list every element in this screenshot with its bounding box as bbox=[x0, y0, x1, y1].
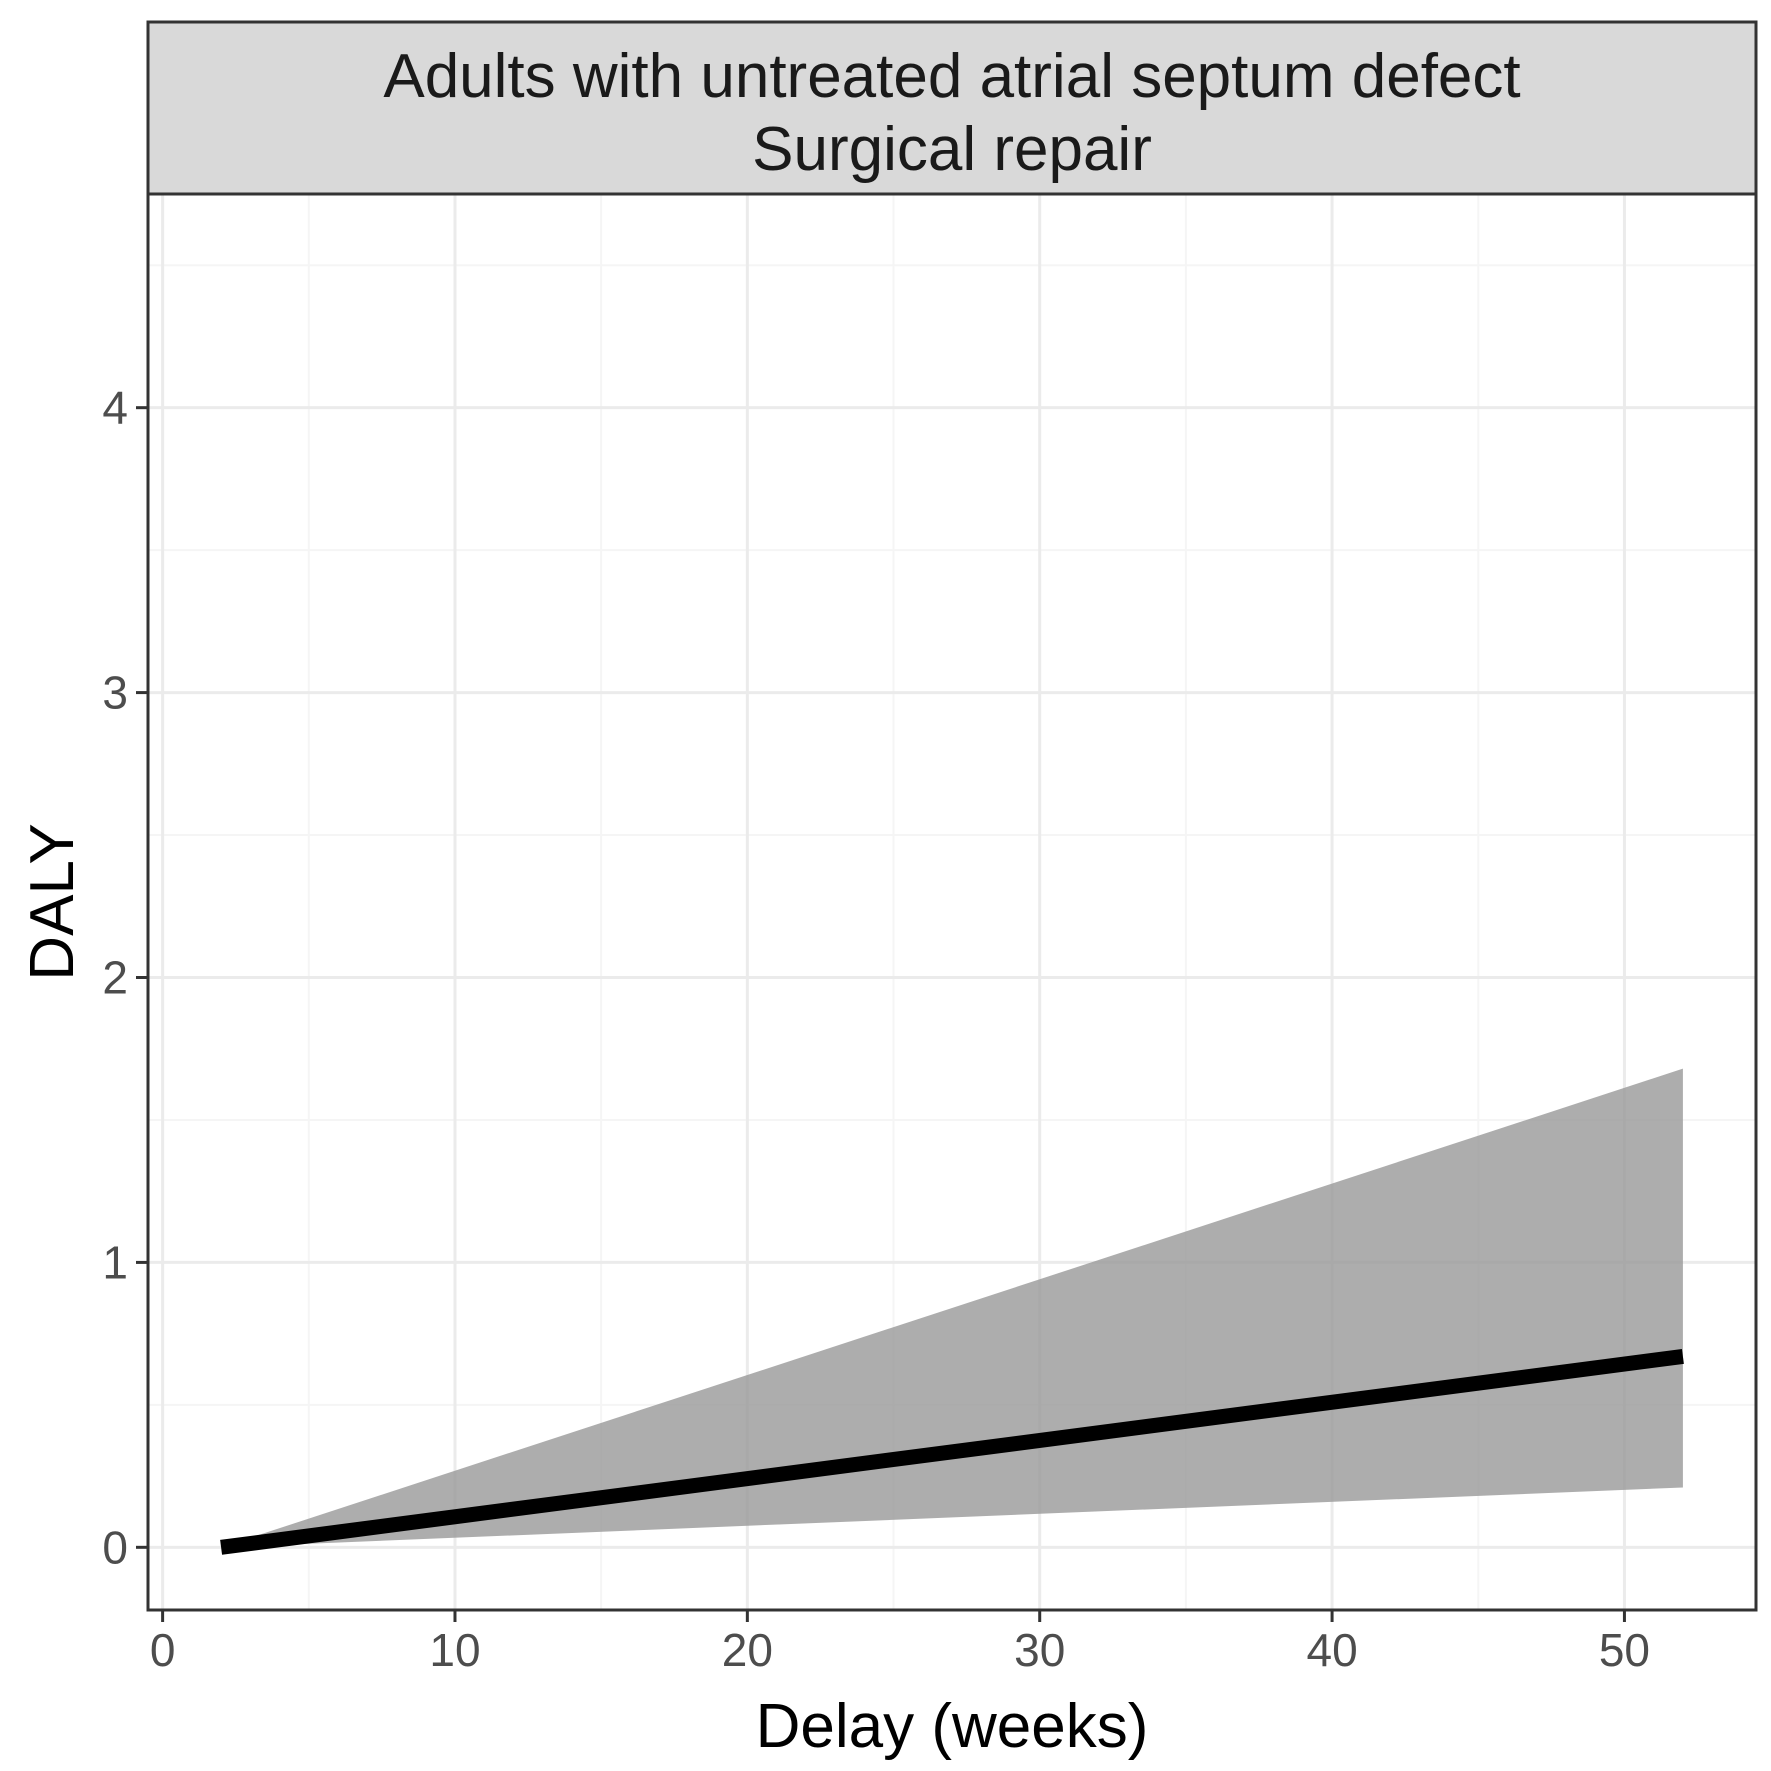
facet-strip: Adults with untreated atrial septum defe… bbox=[146, 20, 1758, 196]
x-axis: 0 10 20 30 40 50 bbox=[150, 1610, 1650, 1676]
y-axis-title: DALY bbox=[18, 823, 87, 980]
y-tick-label: 0 bbox=[102, 1521, 128, 1573]
facet-strip-background bbox=[146, 20, 1758, 196]
x-tick-label: 10 bbox=[429, 1624, 480, 1676]
daly-line bbox=[220, 1348, 1684, 1555]
confidence-ribbon bbox=[221, 1068, 1683, 1548]
y-axis: 0 1 2 3 4 bbox=[102, 382, 148, 1573]
facet-strip-line-2: Surgical repair bbox=[752, 115, 1152, 184]
facet-strip-line-1: Adults with untreated atrial septum defe… bbox=[383, 42, 1520, 111]
x-tick-label: 0 bbox=[150, 1624, 176, 1676]
x-axis-title: Delay (weeks) bbox=[756, 1692, 1149, 1761]
plot-panel-border bbox=[146, 192, 1758, 1612]
x-tick-label: 20 bbox=[722, 1624, 773, 1676]
x-tick-label: 50 bbox=[1599, 1624, 1650, 1676]
x-tick-label: 30 bbox=[1014, 1624, 1065, 1676]
y-tick-label: 1 bbox=[102, 1236, 128, 1288]
y-tick-label: 4 bbox=[102, 382, 128, 434]
x-tick-label: 40 bbox=[1306, 1624, 1357, 1676]
data-marks bbox=[220, 1068, 1684, 1555]
y-tick-label: 2 bbox=[102, 952, 128, 1004]
y-tick-label: 3 bbox=[102, 667, 128, 719]
minor-gridlines bbox=[148, 194, 1756, 1610]
